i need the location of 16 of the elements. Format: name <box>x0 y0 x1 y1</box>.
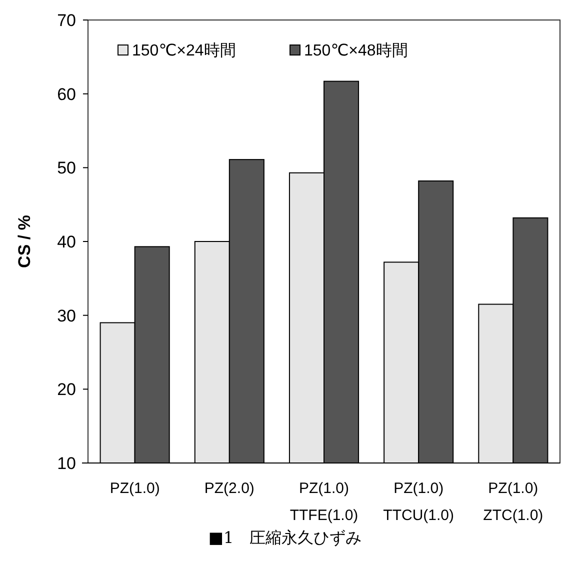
x-tick-label: PZ(1.0) <box>110 480 160 497</box>
legend-label: 150℃×24時間 <box>132 42 236 60</box>
x-tick-label: PZ(2.0) <box>204 480 254 497</box>
x-tick-label: PZ(1.0) TTFE(1.0) <box>290 480 358 524</box>
y-tick-label: 30 <box>57 306 76 326</box>
y-tick-label: 20 <box>57 380 76 400</box>
y-axis-title: CS / % <box>15 215 34 268</box>
y-tick-label: 60 <box>57 84 76 104</box>
text: ■1 圧縮永久ひずみ <box>208 528 362 547</box>
y-tick-label: 50 <box>57 158 76 178</box>
x-tick-label: PZ(1.0) TTCU(1.0) <box>383 480 454 524</box>
y-tick-label: 40 <box>57 232 76 252</box>
y-tick-label: 10 <box>57 454 76 473</box>
y-tick-label: 70 <box>57 10 76 30</box>
legend-label: 150℃×48時間 <box>304 42 408 60</box>
x-tick-label: PZ(1.0) ZTC(1.0) <box>483 480 544 524</box>
